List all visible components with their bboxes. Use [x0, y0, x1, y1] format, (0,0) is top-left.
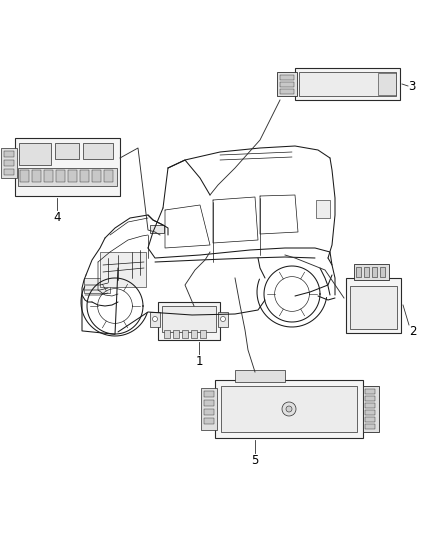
- Bar: [215, 380, 363, 438]
- Bar: [221, 386, 357, 432]
- Bar: [15, 138, 120, 196]
- Bar: [346, 278, 401, 333]
- Bar: [1, 148, 17, 178]
- Bar: [150, 312, 160, 327]
- Bar: [354, 264, 389, 280]
- Bar: [182, 330, 188, 338]
- Bar: [20, 170, 29, 182]
- Bar: [204, 400, 214, 406]
- Bar: [316, 200, 330, 218]
- Circle shape: [282, 402, 296, 416]
- Bar: [363, 386, 379, 432]
- Bar: [80, 170, 89, 182]
- Bar: [204, 409, 214, 415]
- Bar: [380, 267, 385, 277]
- Bar: [350, 286, 397, 329]
- Circle shape: [286, 406, 292, 412]
- Bar: [280, 89, 294, 94]
- Bar: [365, 417, 375, 422]
- Bar: [280, 82, 294, 87]
- Bar: [295, 68, 400, 100]
- Bar: [83, 143, 113, 159]
- Bar: [158, 302, 220, 340]
- Bar: [280, 75, 294, 80]
- Bar: [4, 169, 14, 175]
- Text: 2: 2: [409, 325, 417, 338]
- Bar: [104, 170, 113, 182]
- Bar: [18, 168, 117, 186]
- Bar: [68, 170, 77, 182]
- Bar: [201, 388, 217, 430]
- Bar: [32, 170, 41, 182]
- Bar: [173, 330, 179, 338]
- Circle shape: [152, 317, 158, 321]
- Bar: [150, 225, 164, 233]
- Bar: [200, 330, 206, 338]
- Bar: [235, 370, 285, 382]
- Bar: [364, 267, 369, 277]
- Text: 4: 4: [53, 211, 61, 224]
- Text: 5: 5: [251, 454, 259, 467]
- Text: 1: 1: [195, 355, 203, 368]
- Bar: [44, 170, 53, 182]
- Bar: [356, 267, 361, 277]
- Bar: [191, 330, 197, 338]
- Circle shape: [220, 317, 226, 321]
- Bar: [372, 267, 377, 277]
- Bar: [378, 73, 396, 95]
- Bar: [299, 72, 396, 96]
- Bar: [204, 391, 214, 397]
- Bar: [365, 396, 375, 401]
- Bar: [55, 143, 79, 159]
- Bar: [56, 170, 65, 182]
- Bar: [164, 330, 170, 338]
- Bar: [4, 151, 14, 157]
- Bar: [4, 160, 14, 166]
- Bar: [218, 312, 228, 327]
- Bar: [365, 389, 375, 394]
- Bar: [100, 252, 146, 287]
- Bar: [277, 72, 297, 96]
- Bar: [365, 403, 375, 408]
- Bar: [92, 170, 101, 182]
- Bar: [162, 306, 216, 332]
- Bar: [365, 410, 375, 415]
- Bar: [19, 143, 51, 165]
- Bar: [84, 278, 110, 293]
- Text: 3: 3: [408, 79, 416, 93]
- Bar: [365, 424, 375, 429]
- Bar: [204, 418, 214, 424]
